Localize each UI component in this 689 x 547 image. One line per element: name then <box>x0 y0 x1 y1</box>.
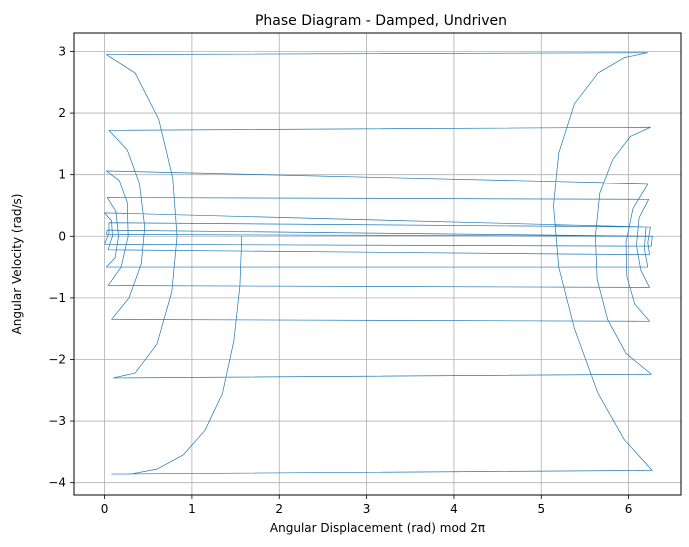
x-tick-label: 5 <box>537 502 545 516</box>
plot-frame <box>73 32 682 496</box>
chart-title: Phase Diagram - Damped, Undriven <box>255 13 507 29</box>
y-tick-label: 0 <box>58 229 66 243</box>
series-layer <box>104 52 654 475</box>
x-tick-label: 1 <box>188 502 196 516</box>
y-axis-label: Angular Velocity (rad/s) <box>10 194 24 335</box>
y-axis-ticks: −4 −3 −2 −1 0 1 2 3 <box>48 44 74 490</box>
y-tick-label: 3 <box>58 44 66 58</box>
x-axis-ticks: 0 1 2 3 4 5 6 <box>101 495 633 516</box>
y-tick-label: 2 <box>58 106 66 120</box>
y-tick-label: −2 <box>48 352 66 366</box>
y-tick-label: −3 <box>48 414 66 428</box>
x-tick-label: 6 <box>625 502 633 516</box>
y-tick-label: −4 <box>48 476 66 490</box>
x-tick-label: 3 <box>363 502 371 516</box>
grid-layer <box>74 33 681 495</box>
x-tick-label: 4 <box>450 502 458 516</box>
x-axis-label: Angular Displacement (rad) mod 2π <box>270 521 485 535</box>
x-tick-label: 0 <box>101 502 109 516</box>
x-tick-label: 2 <box>275 502 283 516</box>
trajectory-line <box>104 52 654 475</box>
y-tick-label: 1 <box>58 168 66 182</box>
y-tick-label: −1 <box>48 291 66 305</box>
